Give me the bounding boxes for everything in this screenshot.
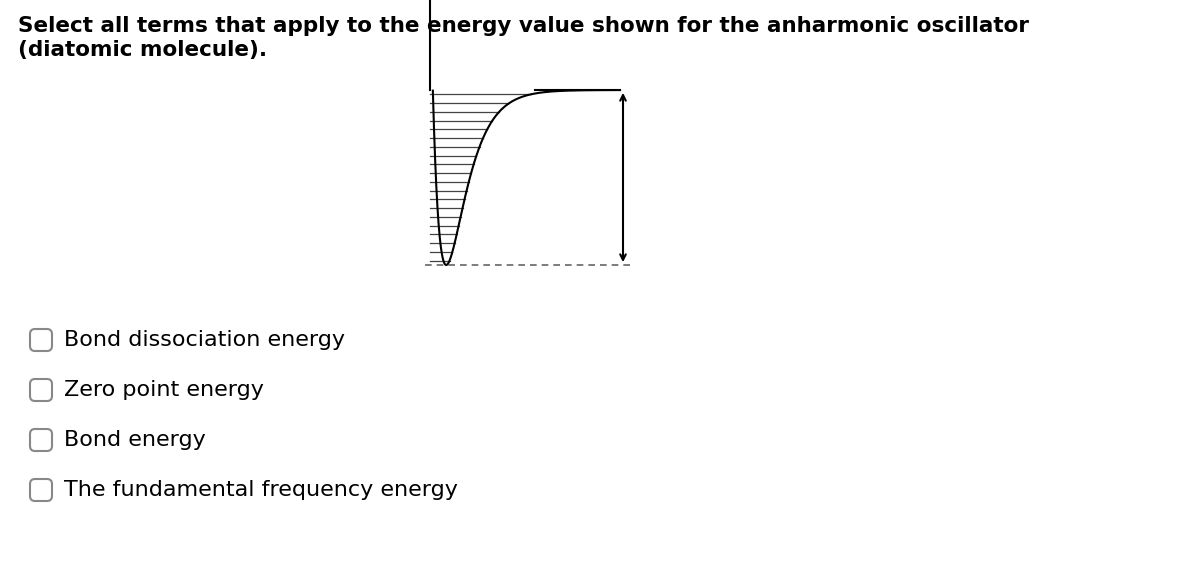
Text: Zero point energy: Zero point energy [64,380,264,400]
Text: The fundamental frequency energy: The fundamental frequency energy [64,480,458,500]
FancyBboxPatch shape [30,429,52,451]
Text: Bond dissociation energy: Bond dissociation energy [64,330,346,350]
FancyBboxPatch shape [30,379,52,401]
FancyBboxPatch shape [30,479,52,501]
Text: Bond energy: Bond energy [64,430,205,450]
FancyBboxPatch shape [30,329,52,351]
Text: (diatomic molecule).: (diatomic molecule). [18,40,268,60]
Text: Select all terms that apply to the energy value shown for the anharmonic oscilla: Select all terms that apply to the energ… [18,16,1030,36]
